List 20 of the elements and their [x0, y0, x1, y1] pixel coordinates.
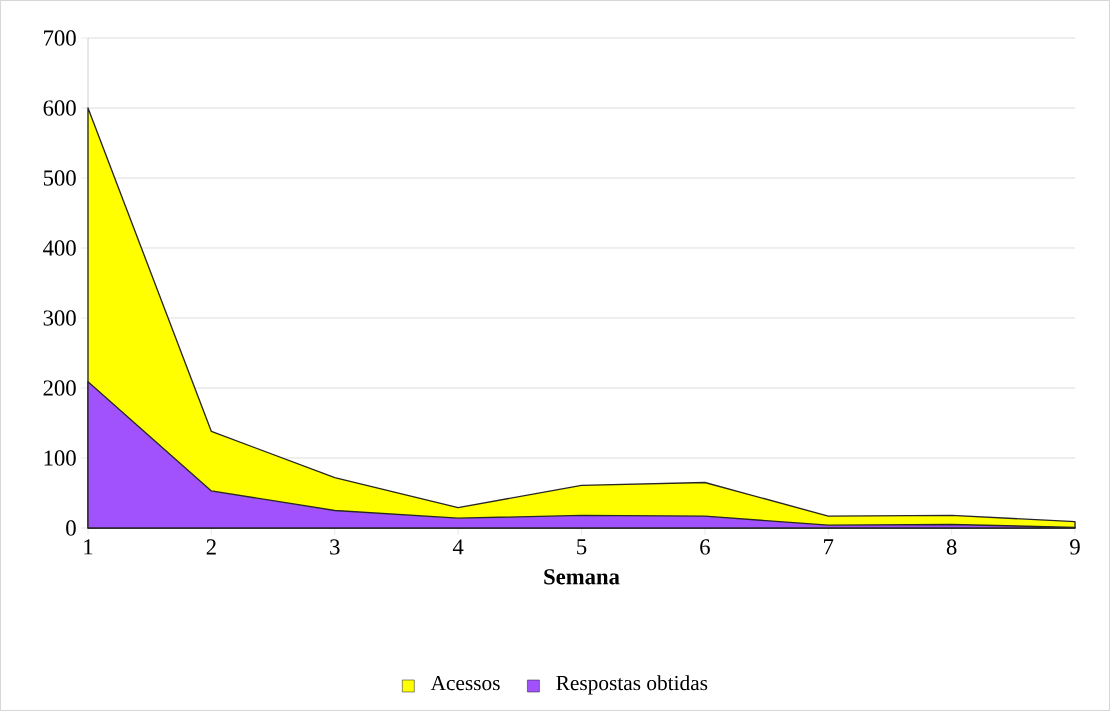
- y-tick-label: 400: [43, 240, 76, 256]
- x-tick-label: 7: [824, 539, 834, 555]
- x-tick-label: 5: [577, 539, 587, 555]
- x-tick-label: 3: [330, 539, 340, 555]
- y-tick-label: 600: [43, 100, 76, 116]
- x-tick-label: 6: [700, 539, 710, 555]
- x-tick-label: 4: [452, 539, 464, 555]
- legend-label: Respostas obtidas: [556, 675, 708, 695]
- y-tick-label: 300: [43, 310, 76, 326]
- y-tick-label: 200: [43, 380, 76, 396]
- y-tick-label: 100: [44, 450, 76, 466]
- x-tick-label: 2: [206, 539, 216, 555]
- legend-label: Acessos: [430, 675, 500, 691]
- x-tick-label: 9: [1070, 539, 1080, 555]
- y-tick-label: 700: [44, 30, 76, 46]
- y-tick-label: 500: [43, 170, 76, 186]
- x-tick-label: 1: [84, 539, 93, 555]
- x-tick-label: 8: [946, 539, 957, 555]
- x-axis-title: Semana: [544, 569, 620, 585]
- y-tick-label: 0: [66, 520, 76, 536]
